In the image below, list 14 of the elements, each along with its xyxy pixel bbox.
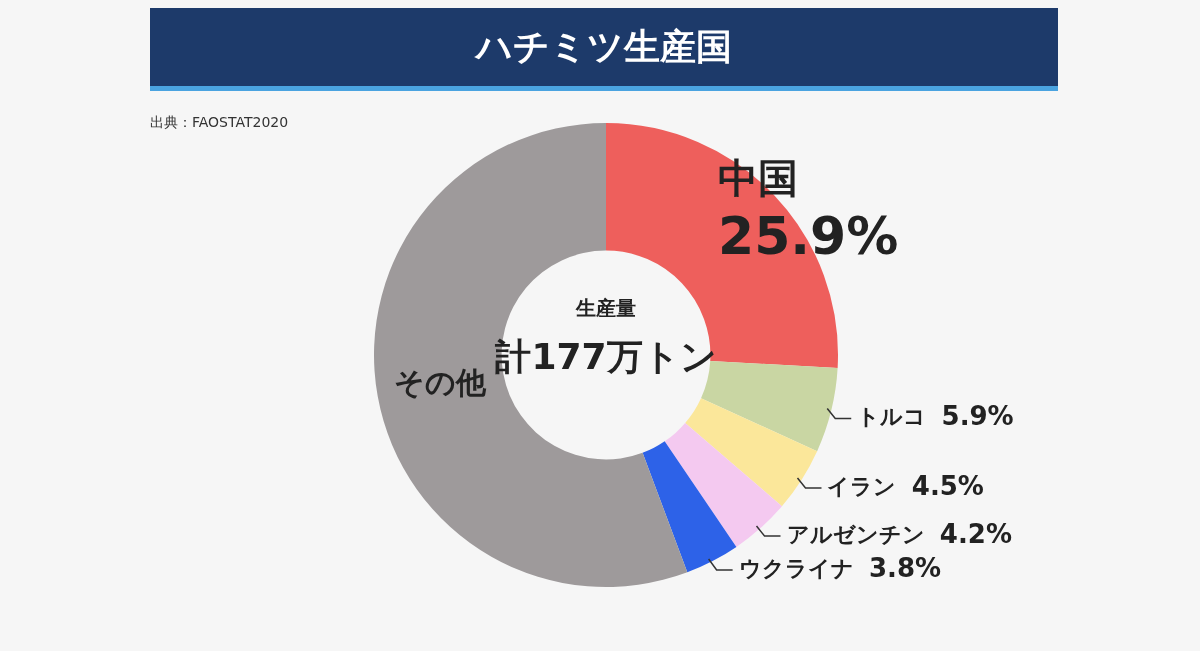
text: 生産量 <box>575 296 636 321</box>
data-label: 3.8% <box>868 552 942 583</box>
text: 計177万トン <box>494 336 717 378</box>
slice-label: ウクライナ <box>738 555 869 581</box>
source-note: 出典：FAOSTAT2020 <box>150 114 289 132</box>
slice-label: 中国 <box>717 155 798 202</box>
data-label: 5.9% <box>941 401 1014 432</box>
chart-title: ハチミツ生産国 <box>150 8 1058 91</box>
slice-label: その他 <box>394 364 488 400</box>
slice-label: アルゼンチン <box>786 521 940 547</box>
slice-label: イラン <box>827 473 912 499</box>
slice-label: トルコ <box>857 404 942 430</box>
data-label: 4.2% <box>939 518 1012 549</box>
data-label: 4.5% <box>911 470 984 501</box>
